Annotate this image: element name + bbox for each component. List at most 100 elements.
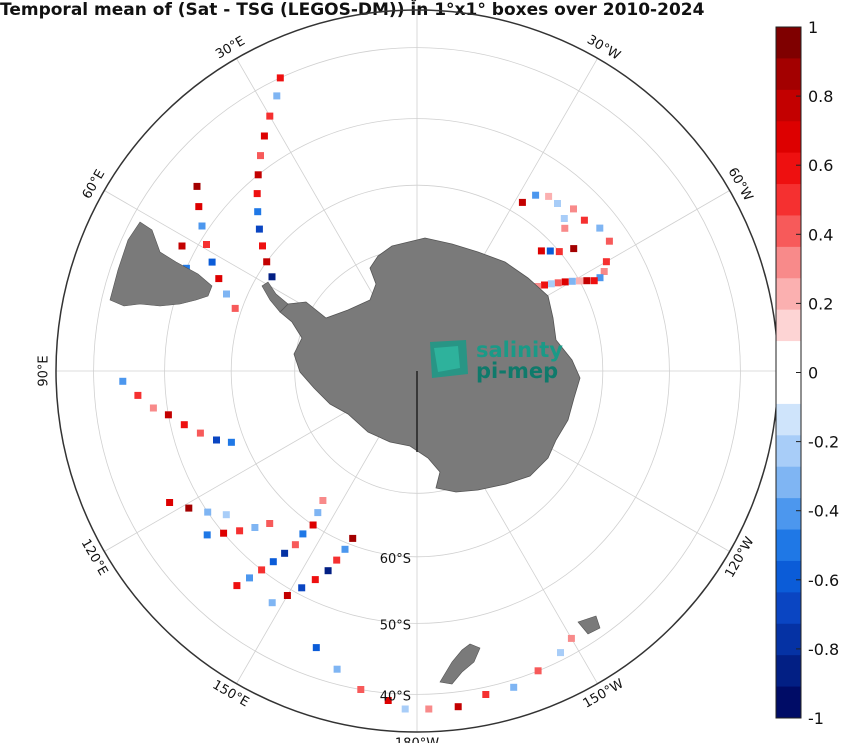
data-cell (583, 277, 591, 285)
colorbar-segment (776, 58, 801, 91)
colorbar-segment (776, 466, 801, 499)
longitude-label: 30°W (584, 33, 623, 64)
data-cell (166, 499, 174, 506)
data-cell (227, 438, 235, 446)
longitude-label: 30°E (213, 34, 248, 63)
colorbar-segment (776, 655, 801, 688)
data-cell (291, 541, 299, 549)
data-cell (555, 248, 563, 256)
data-cell (134, 391, 142, 399)
data-cell (309, 521, 317, 529)
data-cell (570, 245, 578, 253)
data-cell (254, 171, 262, 179)
data-cell (596, 274, 604, 282)
data-cell (236, 527, 244, 535)
data-cell (254, 208, 262, 216)
longitude-label: 120°E (78, 537, 111, 579)
data-cell (268, 599, 276, 607)
data-cell (605, 237, 613, 245)
data-cell (233, 582, 241, 590)
data-cell (333, 665, 341, 673)
colorbar-tick-label: -0.2 (808, 433, 839, 452)
data-cell (561, 224, 569, 232)
data-cell (193, 182, 201, 190)
data-cell (246, 574, 253, 582)
colorbar: 1 0.8 0.6 0.4 0.2 0 -0.2 -0.4 -0.6 -0.8 -1 (775, 18, 839, 728)
data-cell (324, 567, 332, 575)
data-cell (602, 258, 610, 266)
colorbar-tick-label: 0.8 (808, 87, 833, 106)
data-cell (263, 258, 271, 266)
data-cell (266, 520, 274, 527)
data-cell (299, 530, 307, 538)
meridian-line (236, 58, 388, 319)
longitude-label: 60°E (80, 167, 109, 202)
data-cell (281, 549, 289, 557)
data-cell (178, 242, 186, 250)
data-cell (510, 683, 518, 691)
data-cell (341, 545, 349, 553)
data-cell (541, 281, 548, 289)
colorbar-segment (776, 278, 801, 311)
data-cell (312, 644, 320, 652)
colorbar-segment (776, 246, 801, 279)
salinity-pi-mep-logo: salinity pi-mep (430, 338, 563, 383)
data-cell (298, 584, 306, 592)
colorbar-tick-label: -0.6 (808, 571, 839, 590)
data-cell (231, 304, 239, 312)
data-cell (557, 649, 564, 657)
data-cell (590, 277, 598, 285)
data-cell (215, 275, 223, 283)
meridian-line (236, 423, 388, 684)
colorbar-tick-label: 0.2 (808, 294, 833, 313)
antarctica-landmass (279, 237, 581, 493)
data-cell (222, 511, 230, 519)
data-cell (567, 634, 575, 642)
logo-line2: pi-mep (476, 359, 558, 383)
latitude-label: 40°S (380, 689, 411, 704)
data-cell (311, 576, 319, 584)
data-cell (561, 278, 569, 286)
data-cell (149, 404, 157, 412)
data-cell (425, 705, 433, 713)
meridian-line (104, 400, 365, 552)
data-cell (204, 508, 212, 516)
data-cell (384, 697, 392, 704)
colorbar-tick-label: 0.6 (808, 156, 833, 175)
colorbar-segment (776, 529, 801, 562)
logo-line1: salinity (476, 338, 563, 362)
colorbar-segment (776, 686, 801, 719)
data-cell (547, 280, 555, 288)
tasmania-landmass (577, 615, 601, 635)
data-cell (454, 703, 462, 711)
latitude-labels: 60°S 50°S 40°S (380, 552, 411, 705)
data-cell (482, 691, 490, 698)
colorbar-segment (776, 121, 801, 154)
data-cell (546, 247, 554, 255)
land-masses (109, 221, 601, 685)
longitude-label: 90°E (37, 355, 52, 386)
colorbar-tick-label: 0.4 (808, 225, 833, 244)
data-cell (164, 411, 172, 419)
data-cell (534, 667, 542, 675)
colorbar-segment (776, 215, 801, 248)
colorbar-tick-label: 1 (808, 18, 818, 37)
longitude-label: 150°W (581, 676, 627, 711)
data-cell (545, 192, 553, 200)
data-cell (333, 556, 341, 564)
data-cell (568, 277, 576, 285)
colorbar-segment (776, 498, 801, 531)
data-cells (119, 74, 613, 713)
data-cell (259, 242, 266, 250)
colorbar-segment (776, 372, 801, 405)
longitude-label: 60°W (725, 165, 756, 204)
data-cell (570, 205, 577, 213)
data-cell (203, 241, 210, 248)
data-cell (251, 524, 259, 531)
colorbar-segment (776, 152, 801, 185)
longitude-label: 120°W (722, 535, 757, 581)
data-cell (195, 203, 203, 211)
data-cell (257, 152, 264, 160)
data-cell (119, 377, 127, 385)
data-cell (349, 534, 357, 542)
